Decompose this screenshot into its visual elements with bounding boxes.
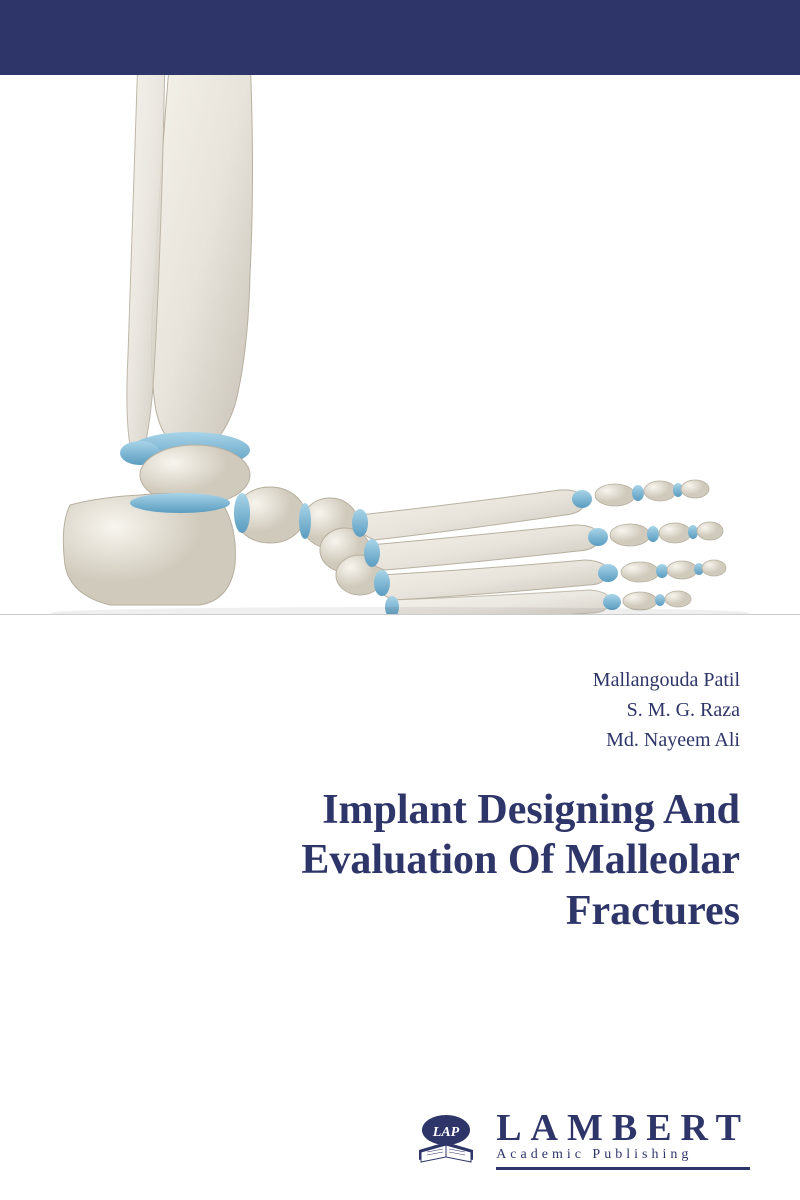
cover-illustration: [0, 75, 800, 615]
author-3: Md. Nayeem Ali: [0, 725, 740, 755]
title-line-1: Implant Designing And: [0, 785, 740, 835]
author-2: S. M. G. Raza: [0, 695, 740, 725]
title-line-3: Fractures: [0, 886, 740, 936]
svg-text:LAP: LAP: [432, 1125, 460, 1140]
top-brand-band: [0, 0, 800, 75]
publisher-text: LAMBERT Academic Publishing: [496, 1109, 750, 1170]
title-line-2: Evaluation Of Malleolar: [0, 835, 740, 885]
publisher-logo-icon: LAP: [411, 1112, 481, 1167]
author-1: Mallangouda Patil: [0, 665, 740, 695]
publisher-name: LAMBERT: [496, 1109, 750, 1147]
ankle-skeleton-illustration: [0, 75, 800, 615]
publisher-subtitle: Academic Publishing: [496, 1147, 750, 1163]
cover-text-block: Mallangouda Patil S. M. G. Raza Md. Naye…: [0, 615, 800, 936]
book-title: Implant Designing And Evaluation Of Mall…: [0, 785, 740, 936]
authors-list: Mallangouda Patil S. M. G. Raza Md. Naye…: [0, 665, 740, 755]
publisher-block: LAP LAMBERT Academic Publishing: [411, 1109, 750, 1170]
